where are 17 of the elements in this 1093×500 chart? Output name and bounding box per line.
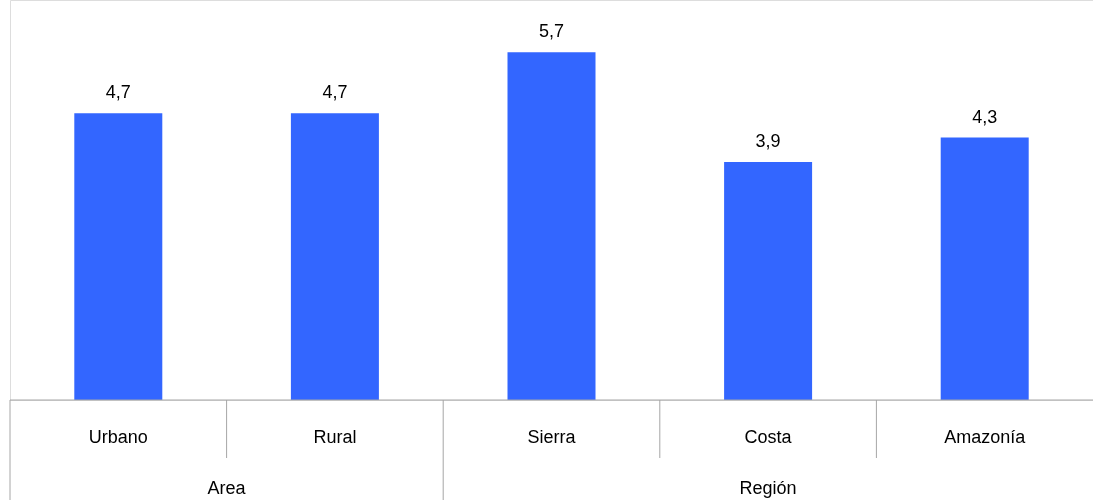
- data-label: 3,9: [755, 131, 781, 152]
- bar: [507, 52, 596, 400]
- text: Región: [739, 478, 797, 498]
- bar: [724, 162, 813, 400]
- x-tick-label: Sierra: [527, 427, 577, 447]
- x-tick-label: Costa: [744, 427, 793, 447]
- data-label: 4,7: [105, 82, 131, 103]
- bar: [290, 113, 379, 400]
- x-tick-label: Rural: [313, 427, 357, 447]
- x-tick-label: Urbano: [88, 427, 148, 447]
- data-label: 4,3: [972, 106, 998, 127]
- x-tick-label: Amazonía: [944, 427, 1027, 447]
- text: Area: [207, 478, 247, 498]
- bar: [940, 137, 1029, 400]
- data-label: 4,7: [322, 82, 348, 103]
- bar: [74, 113, 163, 400]
- data-label: 5,7: [538, 21, 565, 42]
